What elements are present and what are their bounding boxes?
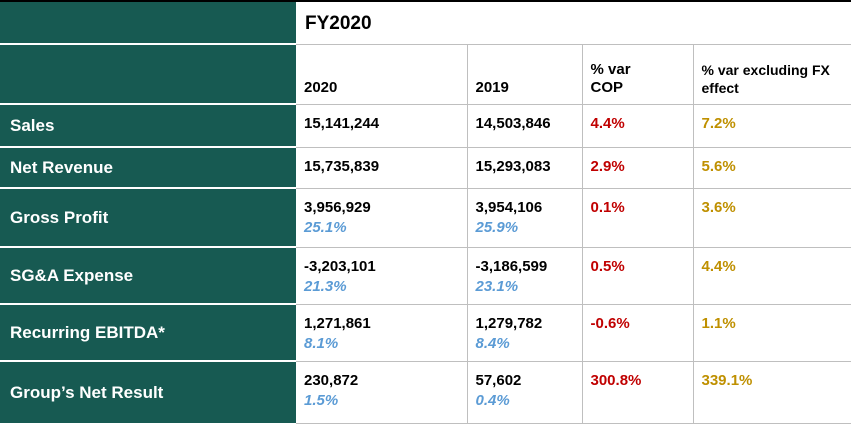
cell-var-fx: 3.6% xyxy=(692,188,851,248)
column-header-2020: 2020 xyxy=(296,44,467,105)
corner-spacer-cell xyxy=(0,44,296,105)
row-label: SG&A Expense xyxy=(0,247,296,305)
table-row: Sales 15,141,244 14,503,846 4.4% 7.2% xyxy=(0,104,851,148)
cell-var-cop: 4.4% xyxy=(581,104,693,148)
margin-pct-2020: 25.1% xyxy=(304,218,347,236)
value-2019: 14,503,846 xyxy=(475,114,551,132)
value-2019: 57,602 xyxy=(475,371,522,389)
value-2019: -3,186,599 xyxy=(475,257,548,275)
table-row: SG&A Expense -3,203,101 21.3% -3,186,599… xyxy=(0,247,851,305)
cell-var-cop: 0.5% xyxy=(581,247,693,305)
cell-2020: 230,872 1.5% xyxy=(296,361,467,424)
cell-var-cop: 0.1% xyxy=(581,188,693,248)
cell-2020: -3,203,101 21.3% xyxy=(296,247,467,305)
table-row: Net Revenue 15,735,839 15,293,083 2.9% 5… xyxy=(0,147,851,189)
cell-var-fx: 4.4% xyxy=(692,247,851,305)
column-header-var-cop: % var COP xyxy=(581,44,693,105)
cell-var-fx: 5.6% xyxy=(692,147,851,189)
cell-2019: 1,279,782 8.4% xyxy=(466,304,582,362)
margin-pct-2020: 8.1% xyxy=(304,334,339,352)
column-header-var-cop-line2: COP xyxy=(590,78,624,96)
cell-var-cop: 2.9% xyxy=(581,147,693,189)
cell-2019: -3,186,599 23.1% xyxy=(466,247,582,305)
value-2020: 1,271,861 xyxy=(304,314,371,332)
row-label: Group’s Net Result xyxy=(0,361,296,423)
cell-2019: 3,954,106 25.9% xyxy=(466,188,582,248)
row-label: Recurring EBITDA* xyxy=(0,304,296,362)
row-label: Sales xyxy=(0,104,296,148)
cell-var-cop: -0.6% xyxy=(581,304,693,362)
cell-2020: 3,956,929 25.1% xyxy=(296,188,467,248)
margin-pct-2019: 0.4% xyxy=(475,391,510,409)
value-2020: 15,141,244 xyxy=(304,114,380,132)
cell-2020: 15,735,839 xyxy=(296,147,467,189)
row-label: Gross Profit xyxy=(0,188,296,248)
value-2020: 230,872 xyxy=(304,371,359,389)
row-label: Net Revenue xyxy=(0,147,296,189)
value-2019: 1,279,782 xyxy=(475,314,543,332)
cell-var-cop: 300.8% xyxy=(581,361,693,424)
margin-pct-2019: 25.9% xyxy=(475,218,519,236)
value-2020: 3,956,929 xyxy=(304,198,371,216)
value-2020: 15,735,839 xyxy=(304,157,380,175)
value-2020: -3,203,101 xyxy=(304,257,376,275)
column-header-var-fx: % var excluding FX effect xyxy=(692,44,851,105)
cell-2019: 57,602 0.4% xyxy=(466,361,582,424)
value-2019: 3,954,106 xyxy=(475,198,543,216)
margin-pct-2020: 1.5% xyxy=(304,391,339,409)
margin-pct-2019: 23.1% xyxy=(475,277,519,295)
column-header-row: 2020 2019 % var COP % var excluding FX e… xyxy=(0,44,851,105)
title-row: FY2020 xyxy=(0,1,851,45)
cell-2020: 1,271,861 8.1% xyxy=(296,304,467,362)
margin-pct-2019: 8.4% xyxy=(475,334,510,352)
cell-2019: 14,503,846 xyxy=(466,104,582,148)
cell-var-fx: 339.1% xyxy=(692,361,851,424)
margin-pct-2020: 21.3% xyxy=(304,277,347,295)
column-header-var-cop-line1: % var xyxy=(590,60,631,78)
table-row: Recurring EBITDA* 1,271,861 8.1% 1,279,7… xyxy=(0,304,851,362)
cell-2019: 15,293,083 xyxy=(466,147,582,189)
table-title: FY2020 xyxy=(296,1,851,45)
table-row: Gross Profit 3,956,929 25.1% 3,954,106 2… xyxy=(0,188,851,248)
column-header-2019: 2019 xyxy=(466,44,582,105)
cell-var-fx: 1.1% xyxy=(692,304,851,362)
cell-2020: 15,141,244 xyxy=(296,104,467,148)
corner-spacer-cell xyxy=(0,1,296,45)
table-row: Group’s Net Result 230,872 1.5% 57,602 0… xyxy=(0,361,851,424)
cell-var-fx: 7.2% xyxy=(692,104,851,148)
value-2019: 15,293,083 xyxy=(475,157,551,175)
